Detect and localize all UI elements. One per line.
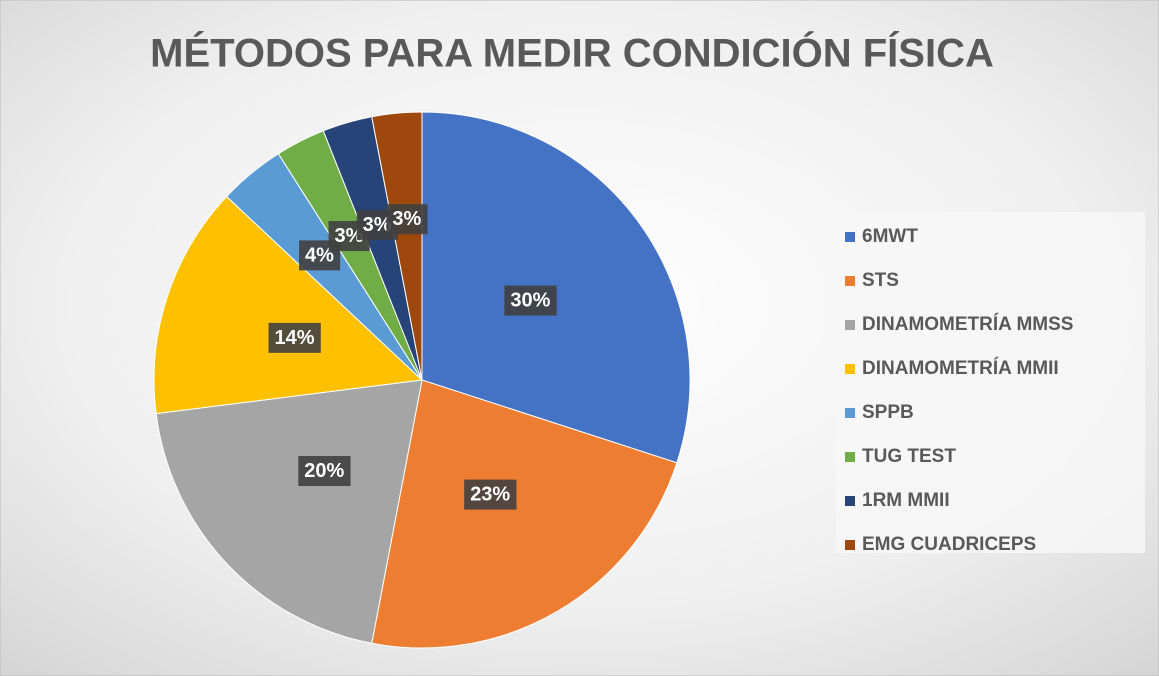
legend-swatch: [845, 452, 855, 462]
legend-label: 1RM MMII: [862, 490, 950, 511]
pie-slice: [371, 379, 678, 649]
legend-swatch: [845, 232, 855, 242]
data-label-box: [504, 285, 557, 316]
data-label: 20%: [304, 460, 344, 482]
legend-label: STS: [862, 270, 899, 291]
legend-swatch: [845, 540, 855, 550]
data-label: 3%: [363, 214, 392, 236]
data-label-box: [464, 479, 517, 510]
data-label: 4%: [305, 244, 334, 266]
data-label: 3%: [392, 208, 421, 230]
pie-slice: [371, 111, 423, 381]
pie-slice: [155, 379, 423, 644]
legend-label: DINAMOMETRÍA MMSS: [862, 313, 1073, 335]
legend-label: EMG CUADRICEPS: [862, 534, 1036, 555]
legend-swatch: [845, 408, 855, 418]
legend-label: DINAMOMETRÍA MMII: [862, 357, 1059, 379]
data-label: 23%: [470, 484, 510, 506]
data-label: 14%: [275, 327, 315, 349]
data-label-box: [268, 322, 321, 353]
legend-label: SPPB: [862, 402, 914, 423]
legend-swatch: [845, 320, 855, 330]
data-label: 3%: [335, 225, 364, 247]
legend-swatch: [845, 276, 855, 286]
legend-label: TUG TEST: [862, 446, 956, 467]
legend-label: 6MWT: [862, 226, 918, 247]
legend-swatch: [845, 496, 855, 506]
data-label: 30%: [510, 290, 550, 312]
legend-swatch: [845, 364, 855, 374]
legend-box: [836, 212, 1145, 553]
chart-title: MÉTODOS PARA MEDIR CONDICIÓN FÍSICA: [150, 30, 994, 76]
data-label-box: [386, 204, 428, 235]
data-label-box: [298, 456, 351, 487]
pie-slice: [153, 195, 424, 415]
